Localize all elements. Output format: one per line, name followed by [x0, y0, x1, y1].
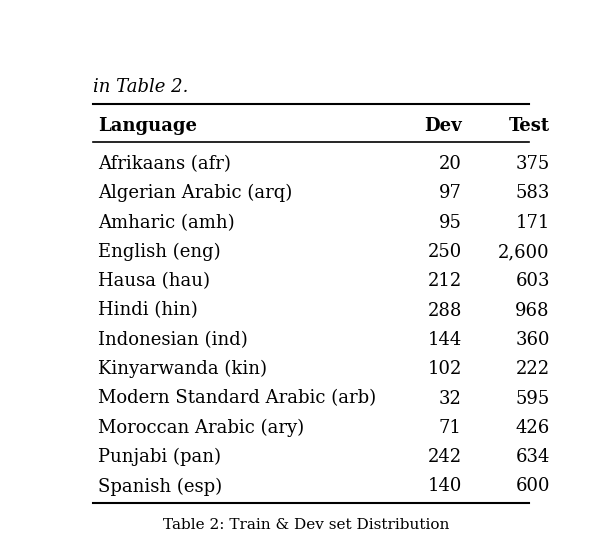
Text: 360: 360 [515, 331, 550, 349]
Text: 426: 426 [515, 419, 550, 437]
Text: 600: 600 [515, 478, 550, 496]
Text: 144: 144 [428, 331, 462, 349]
Text: Indonesian (ind): Indonesian (ind) [98, 331, 248, 349]
Text: Amharic (amh): Amharic (amh) [98, 213, 234, 232]
Text: 97: 97 [439, 184, 462, 202]
Text: Dev: Dev [424, 117, 462, 135]
Text: Table 2: Train & Dev set Distribution: Table 2: Train & Dev set Distribution [163, 517, 450, 531]
Text: 222: 222 [515, 360, 550, 378]
Text: Language: Language [98, 117, 197, 135]
Text: 140: 140 [428, 478, 462, 496]
Text: 212: 212 [428, 272, 462, 290]
Text: Test: Test [509, 117, 550, 135]
Text: Modern Standard Arabic (arb): Modern Standard Arabic (arb) [98, 390, 376, 408]
Text: Hindi (hin): Hindi (hin) [98, 302, 198, 320]
Text: 288: 288 [428, 302, 462, 320]
Text: 102: 102 [428, 360, 462, 378]
Text: Moroccan Arabic (ary): Moroccan Arabic (ary) [98, 419, 304, 437]
Text: 634: 634 [515, 448, 550, 466]
Text: in Table 2.: in Table 2. [93, 78, 188, 96]
Text: 242: 242 [428, 448, 462, 466]
Text: 603: 603 [515, 272, 550, 290]
Text: Afrikaans (afr): Afrikaans (afr) [98, 155, 231, 173]
Text: 71: 71 [439, 419, 462, 437]
Text: 375: 375 [515, 155, 550, 173]
Text: 583: 583 [515, 184, 550, 202]
Text: 20: 20 [439, 155, 462, 173]
Text: 2,600: 2,600 [498, 243, 550, 261]
Text: Punjabi (pan): Punjabi (pan) [98, 448, 221, 466]
Text: 595: 595 [515, 390, 550, 408]
Text: Spanish (esp): Spanish (esp) [98, 477, 222, 496]
Text: Kinyarwanda (kin): Kinyarwanda (kin) [98, 360, 267, 379]
Text: 171: 171 [515, 213, 550, 232]
Text: 968: 968 [515, 302, 550, 320]
Text: 95: 95 [439, 213, 462, 232]
Text: 250: 250 [428, 243, 462, 261]
Text: Algerian Arabic (arq): Algerian Arabic (arq) [98, 184, 292, 202]
Text: Hausa (hau): Hausa (hau) [98, 272, 210, 290]
Text: English (eng): English (eng) [98, 243, 221, 261]
Text: 32: 32 [439, 390, 462, 408]
